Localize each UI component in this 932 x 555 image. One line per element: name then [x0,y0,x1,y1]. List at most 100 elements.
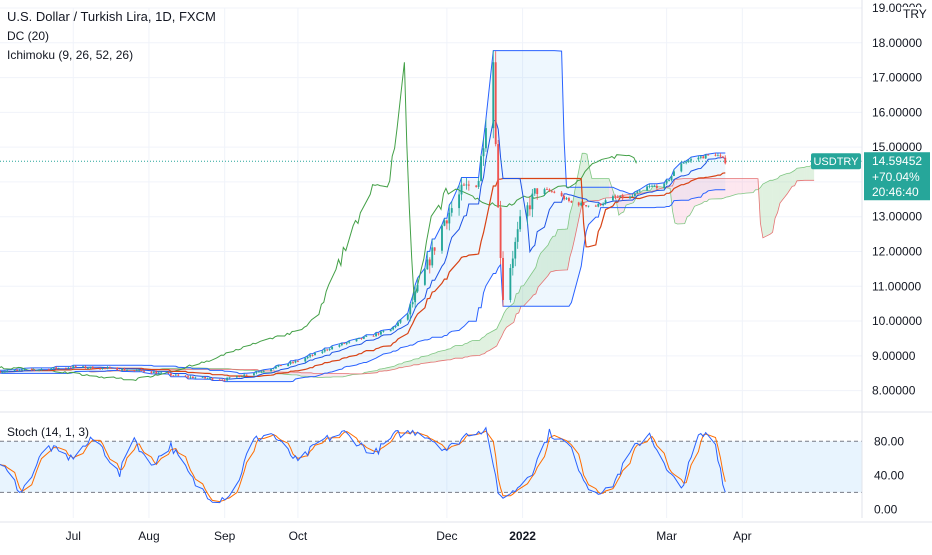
candle-body [138,370,140,371]
candle-body [602,204,604,206]
candle-body [578,203,580,206]
candle-body [563,196,565,199]
candle-body [356,339,358,341]
cloud-segment [533,267,535,295]
x-tick-label: Aug [138,529,159,543]
candle-body [172,375,174,376]
candle-body [85,366,87,368]
cloud-segment [431,353,433,362]
candle-body [346,343,348,344]
cloud-segment [550,236,552,272]
candle-body [307,357,309,358]
candle-body [492,62,494,128]
candle-body [48,369,50,370]
candle [619,196,621,198]
candle-body [465,185,467,186]
candle-body [392,327,394,329]
y-tick-label: 10.00000 [872,314,922,328]
candle-body [390,329,392,331]
candle-body [23,369,25,370]
candle-body [400,320,402,323]
indicator-dc-label: DC (20) [7,29,49,43]
candle-body [292,362,294,363]
cloud-segment [463,344,465,358]
cloud-segment [704,178,706,201]
candle-body [116,368,118,371]
candle-body [414,291,416,302]
candle-body [666,180,668,183]
candle-body [275,367,277,369]
candle-body [597,204,599,207]
candle-body [629,197,631,199]
cloud-segment [448,349,450,360]
cloud-segment [707,178,709,201]
candle-body [697,158,699,160]
candle-body [553,192,555,193]
candle-body [451,208,453,213]
price-tag-value: 14.59452 [872,154,922,168]
candle-body [290,362,292,364]
candle-body [280,365,282,366]
cloud-segment [414,359,416,365]
candle-body [314,353,316,355]
candle-body [133,370,135,371]
candle-body [72,366,74,368]
candle-body [82,366,84,367]
candle-body [338,345,340,347]
cloud-segment [736,178,738,194]
candle-body [238,376,240,377]
candle-body [529,205,531,209]
candle-body [380,331,382,334]
candle-body [192,377,194,378]
candle-body [158,373,160,374]
candle-body [273,368,275,369]
candle-body [124,369,126,370]
candle-body [649,186,651,187]
candle-body [497,144,499,207]
candle-body [502,258,504,300]
x-tick-label: Jul [66,529,81,543]
candle [441,224,443,253]
cloud-segment [702,178,704,203]
cloud-segment [565,229,567,270]
candle-body [715,155,717,156]
candle-body [58,368,60,369]
candle-body [656,186,658,188]
candle-body [236,376,238,377]
candle-body [632,196,634,197]
candle-body [19,370,21,371]
candle-body [514,242,516,259]
candle-body [87,368,89,369]
candle-body [107,367,109,368]
candle-body [136,370,138,371]
y-tick-label: 17.00000 [872,71,922,85]
candle-body [382,331,384,332]
candle-body [326,350,328,351]
candle-body [568,198,570,201]
candle-body [717,155,719,156]
candle-body [441,226,443,251]
candle-body [226,378,228,381]
x-tick-label: Dec [436,529,457,543]
candle-body [663,184,665,188]
candle-body [263,371,265,372]
cloud-segment [336,373,343,377]
cloud-segment [453,346,455,359]
stoch-label: Stoch (14, 1, 3) [7,425,89,439]
cloud-segment [531,271,533,298]
candle-body [2,372,4,373]
candle-body [304,358,306,361]
cloud-segment [438,350,445,361]
candle-body [646,186,648,190]
candle-body [517,229,519,242]
cloud-segment [558,229,565,270]
cloud-segment [604,178,606,198]
candle-body [270,369,272,371]
cloud-segment [472,340,479,356]
cloud-segment [480,338,482,355]
candle-body [719,155,721,156]
candle-body [70,368,72,369]
cloud-segment [607,178,609,197]
